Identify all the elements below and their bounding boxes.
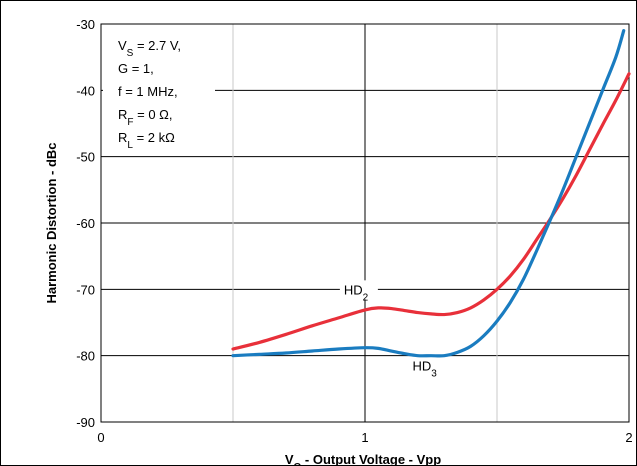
plot-border bbox=[100, 23, 630, 423]
conditions-legend: VS = 2.7 V, G = 1, f = 1 MHz, RF = 0 Ω, … bbox=[103, 26, 215, 154]
series-layer bbox=[231, 29, 631, 358]
hd2-label-background bbox=[339, 280, 378, 300]
hd2-series-label: HD2 bbox=[339, 280, 378, 303]
condition-gain: G = 1, bbox=[118, 61, 154, 76]
y-tick-label: -60 bbox=[76, 216, 95, 231]
condition-frequency: f = 1 MHz, bbox=[118, 84, 178, 99]
y-tick-label: -80 bbox=[76, 349, 95, 364]
ticks-layer: -30 -40 -50 -60 -70 -80 -900 1 2 bbox=[76, 17, 632, 445]
hd3-series-label: HD3 bbox=[413, 358, 438, 379]
x-tick-label: 0 bbox=[97, 430, 104, 445]
y-tick-label: -90 bbox=[76, 415, 95, 430]
x-tick-label: 2 bbox=[625, 430, 632, 445]
grid bbox=[101, 24, 629, 422]
x-axis-title: VO - Output Voltage - Vpp bbox=[285, 452, 441, 465]
series-line-hd2 bbox=[231, 72, 631, 351]
y-tick-label: -50 bbox=[76, 150, 95, 165]
y-tick-label: -70 bbox=[76, 282, 95, 297]
condition-feedback-resistor: RF = 0 Ω, bbox=[118, 107, 173, 128]
x-tick-label: 1 bbox=[361, 430, 368, 445]
y-tick-label: -40 bbox=[76, 83, 95, 98]
condition-supply-voltage: VS = 2.7 V, bbox=[118, 38, 181, 59]
legend-background bbox=[103, 26, 215, 154]
y-axis-title: Harmonic Distortion - dBc bbox=[44, 142, 59, 303]
hd2-label-text: HD2 bbox=[344, 282, 369, 303]
condition-load-resistor: RL = 2 kΩ bbox=[118, 130, 175, 151]
hd3-label-text: HD3 bbox=[413, 358, 438, 379]
y-tick-label: -30 bbox=[76, 17, 95, 32]
series-line-hd3 bbox=[231, 29, 626, 358]
